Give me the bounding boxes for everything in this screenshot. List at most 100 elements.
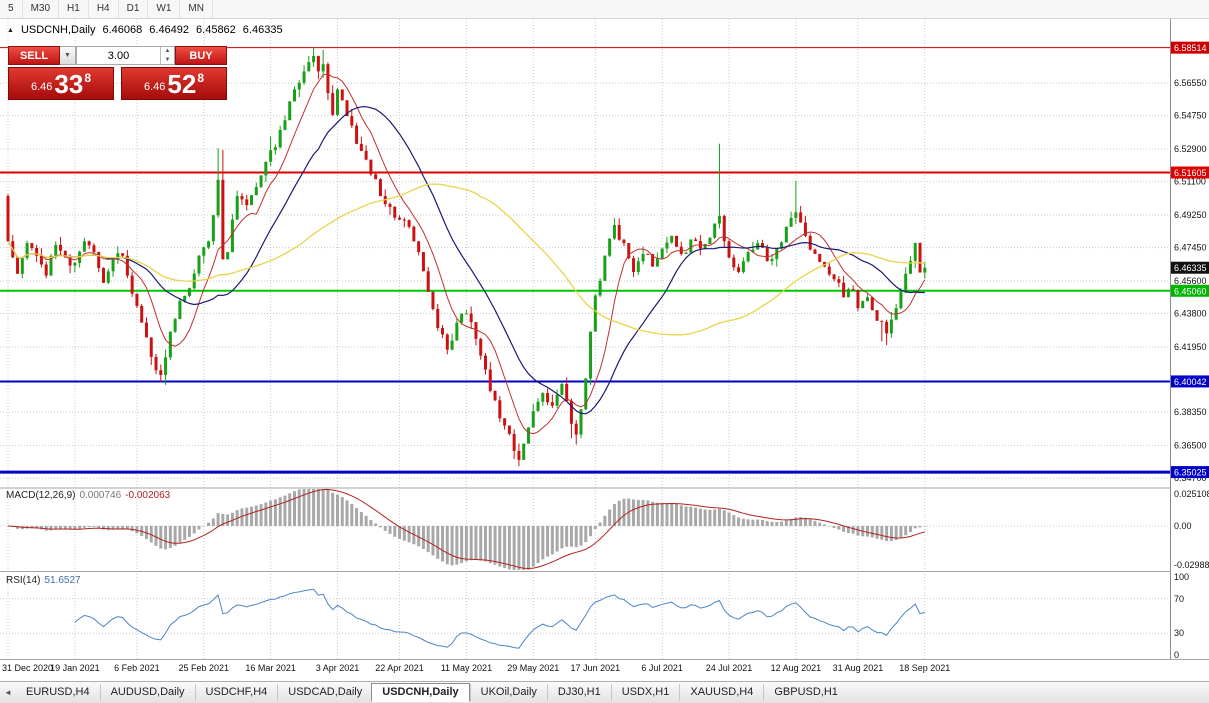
svg-text:22 Apr 2021: 22 Apr 2021 xyxy=(375,663,424,673)
moving-average-21 xyxy=(7,106,925,415)
chart-tab-usdx-h1[interactable]: USDX,H1 xyxy=(610,684,680,701)
timeframe-button-w1[interactable]: W1 xyxy=(148,0,181,18)
svg-text:6.56550: 6.56550 xyxy=(1174,78,1207,88)
macd-label: MACD(12,26,9) 0.000746 -0.002063 xyxy=(6,490,170,501)
svg-text:31 Dec 2020: 31 Dec 2020 xyxy=(2,663,53,673)
macd-panel xyxy=(6,488,927,570)
svg-text:6.40042: 6.40042 xyxy=(1174,377,1207,387)
chart-tab-audusd-daily[interactable]: AUDUSD,Daily xyxy=(99,684,195,701)
macd-value: 0.000746 xyxy=(79,490,122,501)
tab-scroll-left-button[interactable]: ◄ xyxy=(4,688,12,697)
timeframe-toolbar: 5 M30 H1 H4 D1 W1 MN xyxy=(0,0,1209,19)
svg-text:29 May 2021: 29 May 2021 xyxy=(507,663,559,673)
ohlc-close: 6.46335 xyxy=(242,24,283,36)
collapse-icon[interactable]: ▲ xyxy=(7,26,14,34)
svg-text:0: 0 xyxy=(1174,650,1179,660)
svg-text:6.49250: 6.49250 xyxy=(1174,210,1207,220)
svg-text:6.35025: 6.35025 xyxy=(1174,468,1207,478)
svg-text:6.54750: 6.54750 xyxy=(1174,111,1207,121)
ohlc-open: 6.46068 xyxy=(102,24,143,36)
svg-text:6.45060: 6.45060 xyxy=(1174,286,1207,296)
svg-text:70: 70 xyxy=(1174,594,1184,604)
chart-tab-usdcad-daily[interactable]: USDCAD,Daily xyxy=(277,684,372,701)
ohlc-high: 6.46492 xyxy=(149,24,190,36)
chart-tab-xauusd-h4[interactable]: XAUUSD,H4 xyxy=(679,684,763,701)
svg-text:6.51100: 6.51100 xyxy=(1174,177,1206,187)
chart-tab-dj30-h1[interactable]: DJ30,H1 xyxy=(546,684,611,701)
svg-text:11 May 2021: 11 May 2021 xyxy=(441,663,492,673)
macd-signal-value: -0.002063 xyxy=(125,490,171,501)
volume-stepper[interactable]: ▲ ▼ xyxy=(160,47,174,64)
rsi-name: RSI(14) xyxy=(6,575,41,586)
svg-text:25 Feb 2021: 25 Feb 2021 xyxy=(179,663,230,673)
rsi-value: 51.6527 xyxy=(44,575,81,586)
buy-price-prefix: 6.46 xyxy=(143,81,166,93)
sell-price-superscript: 8 xyxy=(84,71,92,85)
svg-text:6.36500: 6.36500 xyxy=(1174,440,1207,450)
sell-quote-button[interactable]: 6.46 33 8 xyxy=(8,67,114,100)
svg-text:17 Jun 2021: 17 Jun 2021 xyxy=(571,663,621,673)
chart-tab-usdcnh-daily[interactable]: USDCNH,Daily xyxy=(371,683,470,702)
svg-text:6.41950: 6.41950 xyxy=(1174,342,1207,352)
svg-text:24 Jul 2021: 24 Jul 2021 xyxy=(706,663,753,673)
svg-text:6.43800: 6.43800 xyxy=(1174,309,1207,319)
svg-text:-0.02988: -0.02988 xyxy=(1174,560,1209,570)
svg-text:31 Aug 2021: 31 Aug 2021 xyxy=(833,663,884,673)
price-level-lines xyxy=(0,47,1170,474)
svg-text:100: 100 xyxy=(1174,572,1189,582)
sell-price-prefix: 6.46 xyxy=(30,81,53,93)
svg-text:12 Aug 2021: 12 Aug 2021 xyxy=(771,663,822,673)
chart-tab-usdchf-h4[interactable]: USDCHF,H4 xyxy=(194,684,278,701)
candlesticks xyxy=(6,47,927,467)
timeframe-button-mn[interactable]: MN xyxy=(180,0,213,18)
moving-average-8 xyxy=(7,73,926,435)
timeframe-button-m30[interactable]: M30 xyxy=(23,0,60,18)
svg-text:19 Jan 2021: 19 Jan 2021 xyxy=(50,663,100,673)
buy-price-big: 52 xyxy=(167,69,197,99)
stepper-up-icon[interactable]: ▲ xyxy=(164,48,171,54)
order-type-dropdown[interactable]: ▼ xyxy=(60,46,76,65)
svg-text:6.38350: 6.38350 xyxy=(1174,407,1207,417)
svg-text:18 Sep 2021: 18 Sep 2021 xyxy=(899,663,950,673)
macd-name: MACD(12,26,9) xyxy=(6,490,76,501)
svg-text:6.45600: 6.45600 xyxy=(1174,276,1207,286)
svg-text:6 Feb 2021: 6 Feb 2021 xyxy=(114,663,160,673)
svg-text:6.51605: 6.51605 xyxy=(1174,168,1207,178)
one-click-trading-panel: SELL ▼ 3.00 ▲ ▼ BUY 6.46 33 8 6.46 52 8 xyxy=(8,46,227,100)
chart-tab-eurusd-h4[interactable]: EURUSD,H4 xyxy=(26,686,90,698)
chevron-down-icon: ▼ xyxy=(64,52,71,59)
moving-average-55 xyxy=(7,183,925,336)
price-axis[interactable]: 6.56550 6.54750 6.52900 6.51100 6.49250 6.474… xyxy=(1170,18,1209,660)
svg-text:0.00: 0.00 xyxy=(1174,521,1192,531)
buy-button[interactable]: BUY xyxy=(175,46,227,65)
chart-tabbar: ◄ EURUSD,H4 AUDUSD,Daily USDCHF,H4 USDCAD,Da… xyxy=(0,681,1209,703)
svg-text:16 Mar 2021: 16 Mar 2021 xyxy=(245,663,296,673)
svg-text:6.47450: 6.47450 xyxy=(1174,243,1207,253)
chart-tab-ukoil-daily[interactable]: UKOil,Daily xyxy=(469,684,547,701)
svg-text:6 Jul 2021: 6 Jul 2021 xyxy=(641,663,683,673)
stepper-down-icon[interactable]: ▼ xyxy=(164,56,171,63)
timeframe-button-h1[interactable]: H1 xyxy=(59,0,89,18)
svg-text:30: 30 xyxy=(1174,628,1184,638)
svg-text:0.025108: 0.025108 xyxy=(1174,489,1209,499)
svg-text:6.58514: 6.58514 xyxy=(1174,43,1207,53)
rsi-line xyxy=(74,588,925,649)
rsi-label: RSI(14) 51.6527 xyxy=(6,575,81,586)
svg-text:3 Apr 2021: 3 Apr 2021 xyxy=(316,663,360,673)
ohlc-low: 6.45862 xyxy=(196,24,236,36)
timeframe-button-d1[interactable]: D1 xyxy=(119,0,149,18)
timeframe-button-5[interactable]: 5 xyxy=(0,0,23,18)
chart-grid xyxy=(0,19,1170,659)
macd-signal-line xyxy=(7,488,925,570)
volume-value: 3.00 xyxy=(107,49,130,62)
sell-price-big: 33 xyxy=(54,69,84,99)
chart-tab-gbpusd-h1[interactable]: GBPUSD,H1 xyxy=(763,684,848,701)
buy-quote-button[interactable]: 6.46 52 8 xyxy=(121,67,227,100)
sell-button[interactable]: SELL xyxy=(8,46,60,65)
volume-input[interactable]: 3.00 ▲ ▼ xyxy=(76,46,175,65)
timeframe-button-h4[interactable]: H4 xyxy=(89,0,119,18)
svg-text:6.46335: 6.46335 xyxy=(1174,263,1207,273)
chart-symbol-label: USDCNH,Daily xyxy=(20,24,96,36)
